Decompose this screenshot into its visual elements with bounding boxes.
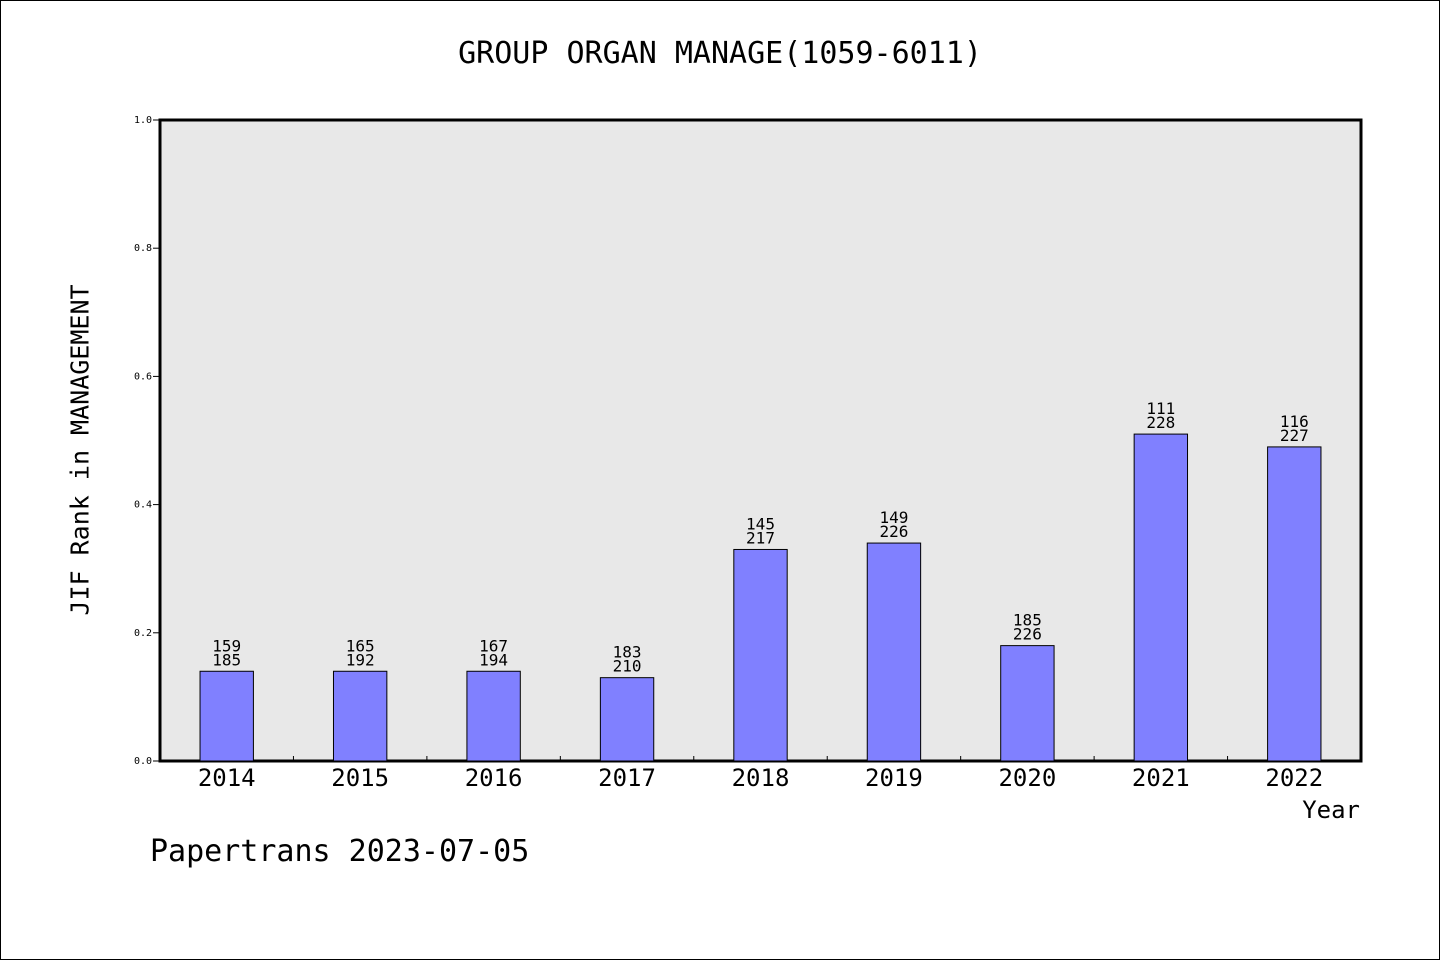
bar	[733, 548, 788, 762]
bar-label-bottom: 227	[1280, 426, 1309, 445]
bar	[466, 670, 521, 762]
y-tick-label: 0.8	[134, 243, 152, 254]
x-tick-label: 2014	[198, 764, 256, 792]
y-tick-label: 0.4	[134, 500, 152, 511]
bar-label-bottom: 217	[746, 528, 775, 547]
bar	[866, 542, 922, 762]
bar-label-bottom: 228	[1146, 413, 1175, 432]
y-axis-label: JIF Rank in MANAGEMENT	[65, 284, 95, 616]
chart-title: GROUP ORGAN MANAGE(1059-6011)	[458, 36, 982, 71]
x-tick-label: 2021	[1132, 764, 1190, 792]
bar-label-bottom: 226	[1013, 625, 1042, 644]
x-axis-label: Year	[1302, 796, 1360, 824]
x-tick-label: 2022	[1265, 764, 1323, 792]
bar-label-top: 159	[212, 636, 241, 655]
bar-label-bottom: 194	[479, 650, 508, 669]
footer-note: Papertrans 2023-07-05	[150, 834, 530, 869]
bar	[1000, 645, 1055, 762]
x-tick-label: 2015	[331, 764, 389, 792]
x-tick-label: 2017	[598, 764, 656, 792]
x-tick-label: 2019	[865, 764, 923, 792]
bar-label-bottom: 226	[879, 522, 908, 541]
bar-label-top: 167	[479, 636, 508, 655]
bar	[199, 670, 254, 762]
bar-label-bottom: 185	[212, 650, 241, 669]
y-tick-label: 0.6	[134, 371, 152, 382]
x-axis: 2014 2015 2016 2017 2018 2019 2020 2021 2022	[198, 756, 1323, 792]
bar-label-top: 149	[879, 508, 908, 527]
bar-label-top: 185	[1013, 611, 1042, 630]
y-tick-label: 1.0	[134, 115, 152, 126]
bar-label-top: 183	[613, 643, 642, 662]
bar	[332, 670, 388, 762]
y-tick-label: 0.2	[134, 628, 152, 639]
bar-label-top: 116	[1280, 412, 1309, 431]
bar-label-top: 111	[1146, 399, 1175, 418]
bar-label-top: 145	[746, 514, 775, 533]
bar-label-bottom: 192	[346, 650, 375, 669]
bar-label-bottom: 210	[613, 657, 642, 676]
y-axis: 0.0 0.2 0.4 0.6 0.8 1.0	[134, 115, 160, 767]
x-tick-label: 2018	[732, 764, 790, 792]
y-tick-label: 0.0	[134, 756, 152, 767]
bar	[1133, 433, 1189, 762]
bar-label-top: 165	[346, 636, 375, 655]
bar	[1267, 446, 1322, 762]
x-tick-label: 2020	[998, 764, 1056, 792]
x-tick-label: 2016	[465, 764, 523, 792]
bar	[599, 677, 655, 762]
